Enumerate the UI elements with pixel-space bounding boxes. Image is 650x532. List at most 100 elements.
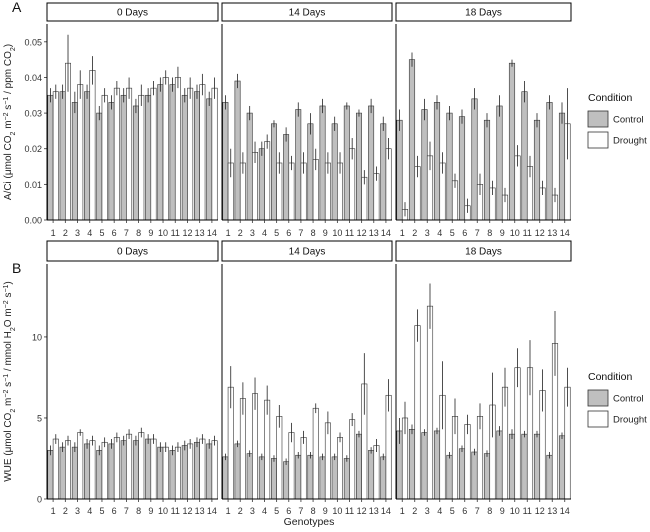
bar-drought <box>101 441 108 500</box>
bar-control <box>181 445 188 500</box>
x-tick-label: 3 <box>75 228 80 238</box>
bar-control <box>258 148 265 221</box>
bar-control <box>483 453 491 500</box>
bar-control <box>546 102 553 221</box>
x-tick-label: 12 <box>357 228 367 238</box>
bar-control <box>84 91 91 221</box>
bar-control <box>270 123 277 221</box>
x-tick-label: 7 <box>475 228 480 238</box>
x-tick-label: 4 <box>437 228 442 238</box>
bar-control <box>546 454 553 500</box>
y-axis-title-part: −2 <box>3 300 10 308</box>
x-tick-label: 2 <box>63 506 68 516</box>
bar-control <box>246 112 253 221</box>
bar-control <box>521 91 528 221</box>
y-tick-label: 0.03 <box>24 109 42 119</box>
x-tick-label: 5 <box>99 506 104 516</box>
bar-control <box>508 62 516 221</box>
x-tick-label: 3 <box>425 228 430 238</box>
facet-strip <box>221 240 393 262</box>
x-tick-label: 13 <box>369 506 379 516</box>
x-tick-label: 3 <box>75 506 80 516</box>
bar-drought <box>150 438 157 500</box>
bar-control <box>222 102 229 221</box>
bar-control <box>458 448 466 500</box>
x-tick-label: 6 <box>112 228 117 238</box>
y-tick-label: 0.02 <box>24 144 42 154</box>
bar-control <box>59 446 66 500</box>
y-axis-title-part: −2 <box>3 112 10 120</box>
bar-drought <box>514 367 521 500</box>
bar-control <box>120 94 127 221</box>
y-axis-title-part: s <box>3 382 14 390</box>
x-tick-label: 14 <box>381 228 391 238</box>
facet-strip-label: 0 Days <box>117 8 148 19</box>
bar-control <box>331 456 338 500</box>
x-tick-label: 14 <box>560 506 570 516</box>
x-tick-label: 2 <box>63 228 68 238</box>
bar-drought <box>174 446 181 500</box>
bar-control <box>59 91 66 221</box>
facet-strip <box>46 240 219 262</box>
x-tick-label: 7 <box>298 228 303 238</box>
legend: Condition Control Drought <box>587 371 647 428</box>
x-tick-label: 1 <box>400 228 405 238</box>
bar-control <box>206 443 213 500</box>
bar-control <box>145 438 152 500</box>
legend-label: Drought <box>613 415 647 426</box>
y-axis-title-part: −2 <box>3 390 10 398</box>
legend-key-drought <box>587 410 609 428</box>
bar-drought <box>138 94 145 221</box>
bar-control <box>368 450 375 500</box>
bar-control <box>368 105 375 221</box>
y-axis-title-part: s <box>3 293 14 301</box>
x-tick-label: 3 <box>250 228 255 238</box>
x-tick-label: 5 <box>274 228 279 238</box>
bar-drought <box>126 87 133 221</box>
bar-drought <box>52 91 59 221</box>
bar-drought <box>300 437 307 500</box>
x-tick-label: 5 <box>450 506 455 516</box>
bar-drought <box>52 438 59 500</box>
bar-drought <box>101 94 108 221</box>
x-tick-label: 11 <box>171 506 180 516</box>
bar-control <box>47 94 54 221</box>
bar-control <box>71 102 78 221</box>
bar-drought <box>138 432 145 500</box>
bar-drought <box>199 84 206 221</box>
bar-control <box>132 440 139 500</box>
bar-control <box>355 112 362 221</box>
bar-drought <box>337 437 344 500</box>
facet-strip <box>395 240 572 262</box>
x-tick-label: 4 <box>262 506 267 516</box>
bar-drought <box>162 77 169 221</box>
y-axis-title-part: m <box>3 120 14 131</box>
bar-control <box>380 456 387 500</box>
bar-control <box>521 433 528 500</box>
y-axis-title-part: mol CO <box>3 412 14 446</box>
y-tick-label: 10 <box>32 332 42 342</box>
bar-drought <box>113 87 120 221</box>
facet-strip <box>395 2 572 22</box>
y-tick-label: 0.00 <box>24 216 42 226</box>
bar-control <box>433 430 441 500</box>
x-tick-label: 3 <box>250 506 255 516</box>
panel-label: B <box>12 260 21 276</box>
bar-control <box>343 105 350 221</box>
bar-drought <box>77 84 84 221</box>
bar-drought <box>324 422 331 500</box>
legend: Condition Control Drought <box>587 92 647 149</box>
x-tick-label: 8 <box>487 228 492 238</box>
x-tick-label: 10 <box>510 228 520 238</box>
x-tick-label: 3 <box>425 506 430 516</box>
bar-control <box>283 134 290 221</box>
bar-drought <box>126 433 133 500</box>
y-axis-title-part: O m <box>3 308 14 327</box>
x-tick-label: 9 <box>148 228 153 238</box>
bar-control <box>483 119 491 221</box>
x-tick-label: 14 <box>381 506 391 516</box>
facet-strip-label: 14 Days <box>289 8 326 19</box>
bar-drought <box>264 399 271 500</box>
